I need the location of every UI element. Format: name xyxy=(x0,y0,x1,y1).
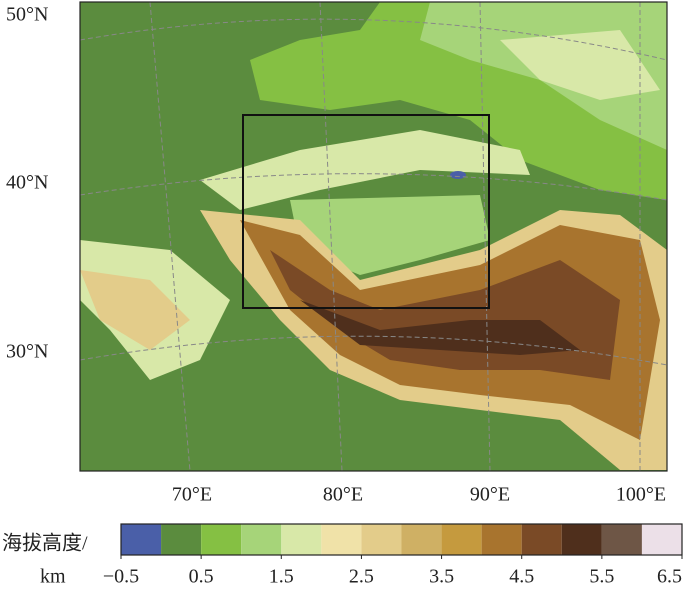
colorbar-segment xyxy=(361,524,402,555)
colorbar-tick-label: 5.5 xyxy=(589,566,614,588)
lat-label: 40°N xyxy=(6,172,48,194)
colorbar-segment xyxy=(321,524,362,555)
colorbar-segment xyxy=(641,524,682,555)
colorbar-segment xyxy=(441,524,482,555)
map-frame xyxy=(79,1,668,472)
colorbar-segment xyxy=(521,524,562,555)
parallel xyxy=(80,173,667,201)
tianshan xyxy=(200,130,530,210)
colorbar-segment xyxy=(121,524,162,555)
colorbar-tick-label: 2.5 xyxy=(349,566,374,588)
colorbar-tick-label: 0.5 xyxy=(189,566,214,588)
colorbar-segment xyxy=(161,524,202,555)
tarim-basin xyxy=(290,195,490,275)
lake xyxy=(450,171,466,179)
lat-label: 30°N xyxy=(6,341,48,363)
colorbar-segment xyxy=(201,524,242,555)
colorbar-segment xyxy=(241,524,282,555)
colorbar-tick-label: 6.5 xyxy=(657,566,682,588)
lon-label: 80°E xyxy=(323,484,363,506)
tibet-peak xyxy=(300,300,580,355)
terrain-map xyxy=(80,2,667,471)
lon-label: 70°E xyxy=(172,484,212,506)
colorbar-tick-label: 3.5 xyxy=(429,566,454,588)
colorbar-segment xyxy=(561,524,602,555)
colorbar-segment xyxy=(601,524,642,555)
colorbar-tick-label: 4.5 xyxy=(509,566,534,588)
parallel xyxy=(80,335,667,366)
colorbar-segment xyxy=(481,524,522,555)
colorbar-label: 海拔高度/ xyxy=(2,532,88,555)
meridian xyxy=(149,2,191,471)
colorbar-frame xyxy=(120,523,683,556)
colorbar-segment xyxy=(281,524,322,555)
meridian xyxy=(319,2,343,471)
plateau xyxy=(500,30,660,100)
colorbar-segment xyxy=(401,524,442,555)
study-region-box xyxy=(242,114,490,309)
lat-label: 50°N xyxy=(6,4,48,26)
colorbar-unit: km xyxy=(40,566,66,588)
iran-high xyxy=(80,270,190,350)
colorbar-tick-label: 1.5 xyxy=(269,566,294,588)
meridian xyxy=(479,2,491,471)
parallel xyxy=(80,18,667,61)
lon-label: 90°E xyxy=(470,484,510,506)
lon-label: 100°E xyxy=(616,484,666,506)
colorbar-tick-label: −0.5 xyxy=(103,566,139,588)
